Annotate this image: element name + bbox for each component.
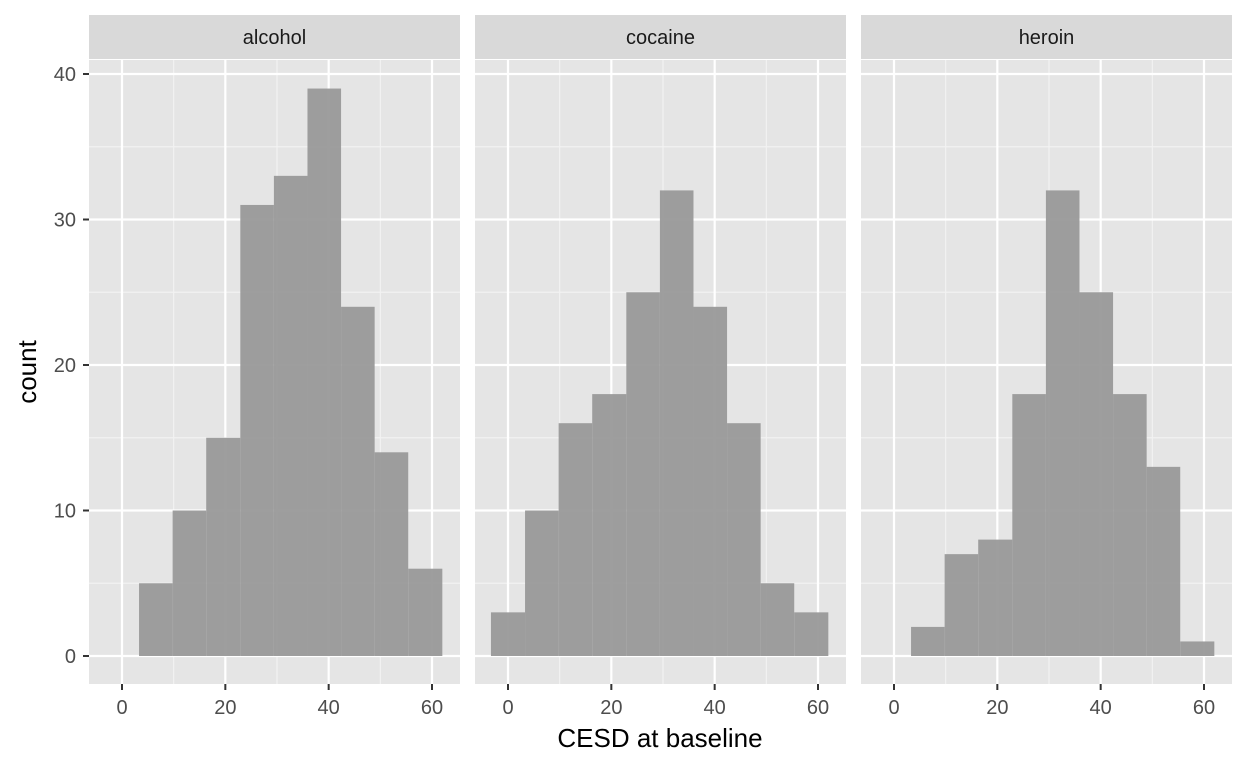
facet-strip-background — [89, 15, 460, 59]
histogram-bar — [1113, 394, 1147, 656]
y-tick-label: 10 — [54, 501, 76, 523]
histogram-bar — [944, 554, 979, 656]
histogram-bar — [490, 612, 526, 656]
histogram-bar — [978, 539, 1013, 656]
y-tick-label: 30 — [54, 210, 76, 232]
x-tick-label: 60 — [807, 697, 829, 719]
histogram-bar — [592, 394, 627, 656]
histogram-bar — [693, 306, 728, 656]
facet-panels: alcohol cocaine heroin — [89, 15, 1232, 684]
histogram-bar — [307, 88, 342, 657]
x-tick-label: 20 — [986, 697, 1008, 719]
x-tick-label: 40 — [318, 697, 340, 719]
histogram-bar — [727, 423, 761, 656]
facet-strip-label: heroin — [1019, 27, 1075, 49]
histogram-bar — [659, 190, 694, 656]
y-axis: 0 10 20 30 40 — [54, 64, 89, 668]
y-tick-label: 20 — [54, 355, 76, 377]
x-axes: 0 20 40 60 0 20 40 60 0 20 40 60 — [116, 684, 1215, 719]
histogram-bar — [760, 583, 795, 656]
histogram-bar — [626, 292, 660, 656]
facet-strip-background — [475, 15, 846, 59]
histogram-bar — [172, 510, 207, 656]
y-axis-title: count — [12, 339, 42, 403]
histogram-bar — [240, 204, 274, 656]
histogram-bar — [341, 306, 375, 656]
histogram-bar — [794, 612, 829, 656]
histogram-bar — [1079, 292, 1114, 656]
x-tick-label: 60 — [1193, 697, 1215, 719]
x-tick-label: 20 — [214, 697, 236, 719]
x-tick-label: 0 — [116, 697, 127, 719]
x-tick-label: 0 — [888, 697, 899, 719]
histogram-bar — [1146, 466, 1181, 656]
x-tick-label: 20 — [600, 697, 622, 719]
histogram-bar — [273, 175, 308, 656]
y-tick-label: 0 — [65, 646, 76, 668]
facet-panel-alcohol: alcohol — [89, 15, 460, 684]
x-tick-label: 0 — [502, 697, 513, 719]
histogram-bar — [1045, 190, 1080, 656]
x-tick-label: 60 — [421, 697, 443, 719]
histogram-bar — [1012, 394, 1046, 656]
x-tick-label: 40 — [1090, 697, 1112, 719]
x-tick-label: 40 — [704, 697, 726, 719]
histogram-bar — [374, 452, 409, 656]
histogram-bar — [911, 626, 945, 656]
facet-panel-cocaine: cocaine — [475, 15, 846, 684]
x-axis-title: CESD at baseline — [557, 723, 762, 753]
histogram-bar — [139, 583, 173, 656]
histogram-bar — [1180, 641, 1215, 656]
facet-strip-background — [861, 15, 1232, 59]
histogram-bar — [206, 437, 241, 656]
facet-strip-label: alcohol — [243, 27, 306, 49]
y-tick-label: 40 — [54, 64, 76, 86]
histogram-bar — [408, 568, 443, 656]
histogram-bar — [525, 510, 559, 656]
facet-panel-heroin: heroin — [861, 15, 1232, 684]
facet-strip-label: cocaine — [626, 27, 695, 49]
histogram-bar — [558, 423, 593, 656]
